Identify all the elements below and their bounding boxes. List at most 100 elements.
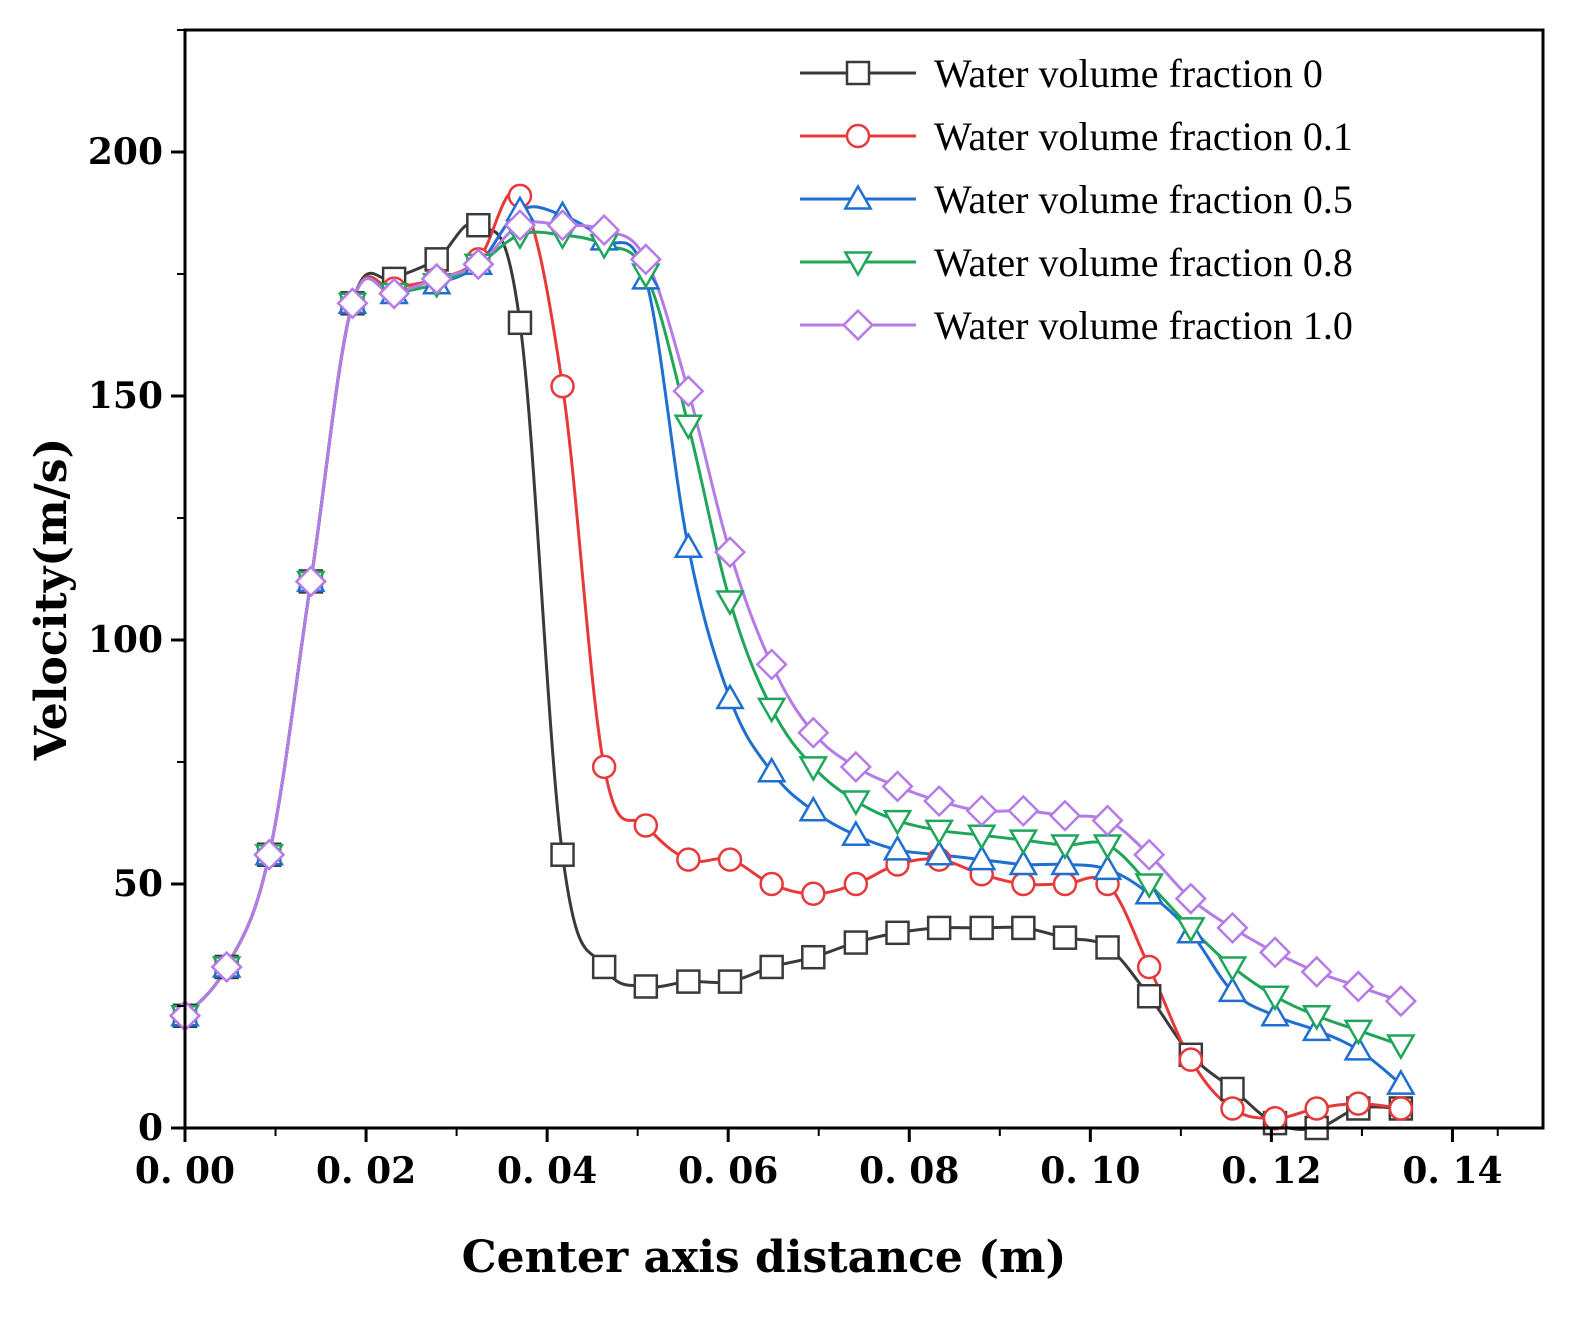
data-point-series-4 [1258, 936, 1292, 969]
legend-label: Water volume fraction 0 [934, 51, 1323, 96]
data-point-series-4 [253, 838, 286, 871]
data-point-series-3 [1217, 956, 1248, 983]
data-point-series-2 [756, 756, 787, 783]
data-point-series-1 [1052, 871, 1078, 897]
data-point-series-4 [546, 209, 579, 242]
series-line-0 [183, 221, 1401, 1131]
data-point-series-2 [966, 844, 997, 871]
data-point-series-4 [839, 750, 872, 783]
data-point-series-2 [1343, 1034, 1374, 1061]
data-point-series-3 [1008, 829, 1039, 856]
data-point-series-4 [881, 770, 914, 803]
data-point-series-0 [676, 969, 701, 994]
data-point-series-2 [1008, 849, 1039, 876]
data-point-series-0 [1011, 915, 1036, 941]
data-point-series-4 [923, 784, 956, 818]
data-point-series-4 [294, 565, 327, 598]
data-point-series-4 [503, 209, 537, 242]
x-tick-label: 0. 04 [497, 1150, 597, 1192]
data-point-series-0 [717, 969, 743, 994]
x-tick-label: 0. 10 [1040, 1150, 1140, 1192]
y-axis-ticks: 0 50 100 150 200 [88, 29, 185, 1149]
data-point-series-3 [673, 414, 704, 441]
data-point-series-0 [926, 915, 952, 941]
data-point-series-2 [924, 839, 954, 866]
legend-item: Water volume fraction 0.1 [800, 114, 1353, 159]
data-point-series-1 [1136, 954, 1162, 980]
data-point-series-3 [1301, 1005, 1332, 1031]
data-point-series-3 [924, 819, 954, 846]
data-point-series-4 [1091, 804, 1124, 837]
x-tick-label: 0. 02 [316, 1150, 416, 1192]
legend-marker [845, 60, 871, 86]
data-point-series-4 [336, 287, 369, 320]
x-axis-ticks: 0. 00 0. 02 0. 04 0. 06 0. 08 0. 10 0. 12 0. 14 [135, 1128, 1503, 1192]
data-point-series-1 [591, 754, 617, 780]
legend: Water volume fraction 0 Water volume frac… [800, 51, 1353, 348]
data-point-series-0 [1095, 935, 1120, 960]
legend-label: Water volume fraction 0.1 [934, 114, 1353, 159]
data-point-series-4 [1216, 911, 1249, 944]
data-point-series-4 [797, 716, 830, 749]
data-point-series-1 [676, 847, 701, 872]
x-tick-label: 0. 06 [678, 1150, 778, 1192]
data-point-series-2 [673, 532, 704, 559]
data-point-series-3 [1343, 1019, 1374, 1046]
legend-marker [845, 123, 871, 149]
data-point-series-4 [1342, 970, 1375, 1003]
legend-label: Water volume fraction 0.8 [934, 240, 1353, 285]
data-point-series-0 [550, 842, 575, 867]
data-point-series-4 [965, 794, 998, 827]
data-point-series-4 [378, 277, 411, 310]
y-tick-label: 200 [88, 131, 163, 173]
data-point-series-2 [1092, 854, 1123, 881]
data-point-series-0 [633, 974, 659, 999]
x-tick-label: 0. 08 [859, 1150, 959, 1192]
plot-frame [183, 28, 1545, 1130]
data-point-series-3 [1134, 873, 1164, 900]
data-point-series-3 [1386, 1034, 1416, 1061]
data-point-series-3 [841, 790, 871, 817]
data-point-series-0 [801, 944, 826, 970]
data-point-series-0 [759, 954, 784, 980]
legend-item: Water volume fraction 0 [800, 51, 1323, 96]
data-point-series-4 [1048, 799, 1082, 832]
legend-label: Water volume fraction 0.5 [934, 177, 1353, 222]
data-point-series-2 [1386, 1068, 1416, 1095]
data-point-series-1 [801, 881, 826, 907]
data-point-series-0 [1136, 983, 1162, 1009]
data-point-series-3 [1260, 985, 1290, 1012]
series-markers [168, 183, 1417, 1141]
data-point-series-4 [1007, 794, 1040, 827]
data-point-series-0 [843, 930, 869, 955]
y-tick-label: 0 [138, 1107, 163, 1149]
data-point-series-3 [715, 590, 745, 617]
x-tick-label: 0. 00 [135, 1150, 235, 1192]
data-point-series-3 [1092, 834, 1123, 861]
data-point-series-4 [420, 262, 453, 295]
data-point-series-1 [759, 871, 784, 897]
data-point-series-3 [756, 697, 787, 724]
data-point-series-1 [1388, 1096, 1414, 1121]
y-tick-label: 50 [113, 863, 163, 905]
data-point-series-4 [1133, 838, 1166, 871]
legend-marker [843, 251, 873, 278]
data-point-series-2 [841, 820, 871, 846]
data-point-series-3 [798, 756, 829, 783]
x-tick-label: 0. 14 [1402, 1150, 1502, 1192]
data-point-series-0 [507, 310, 533, 336]
data-point-series-0 [969, 915, 994, 941]
data-point-series-4 [1300, 955, 1333, 988]
legend-marker [843, 183, 873, 210]
legend-item: Water volume fraction 0.5 [800, 177, 1353, 222]
y-tick-label: 100 [88, 619, 163, 661]
data-point-series-2 [1217, 976, 1248, 1003]
data-point-series-4 [1174, 882, 1207, 915]
data-point-series-1 [717, 847, 743, 872]
data-point-series-4 [588, 214, 621, 247]
data-point-series-1 [1304, 1096, 1329, 1121]
data-point-series-4 [1384, 985, 1417, 1018]
data-point-series-1 [1346, 1091, 1371, 1116]
x-axis-title: Center axis distance (m) [462, 1232, 1067, 1283]
